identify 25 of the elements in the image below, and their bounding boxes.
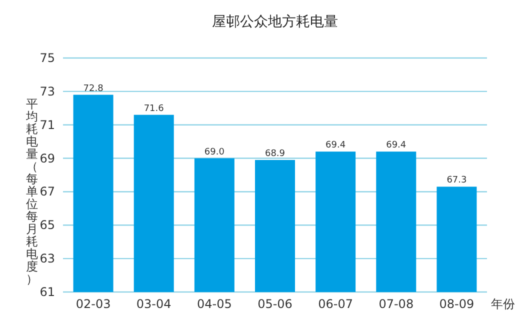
data-label: 69.4 [326,140,346,151]
data-label: 68.9 [264,148,286,159]
y-tick-label: 61 [40,285,55,299]
data-label: 72.8 [83,84,104,94]
x-tick-label: 06-07 [318,297,354,311]
x-tick-label: 05-06 [258,297,292,311]
chart-title: 屋邨公众地方耗电量 [212,14,338,30]
x-tick-label: 02-03 [76,297,111,311]
x-tick-label: 03-04 [136,297,172,311]
y-tick-label: 69 [40,151,55,166]
text: 平均耗电量（每单位每月耗电度） [26,97,38,286]
x-tick-label: 04-05 [196,297,232,311]
data-label: 69.4 [386,140,406,151]
x-axis-title: 年份 [491,297,515,311]
y-tick-label: 63 [40,252,55,266]
y-tick-label: 73 [40,84,55,98]
x-tick-label: 08-09 [439,297,474,311]
y-tick-label: 75 [40,51,55,65]
data-label: 69.0 [204,147,225,158]
y-tick-label: 67 [40,184,55,199]
y-tick-label: 65 [40,218,55,232]
y-tick-label: 71 [40,118,55,132]
x-tick-label: 07-08 [378,297,414,311]
data-label: 67.3 [446,176,467,186]
data-label: 71.6 [144,104,164,114]
